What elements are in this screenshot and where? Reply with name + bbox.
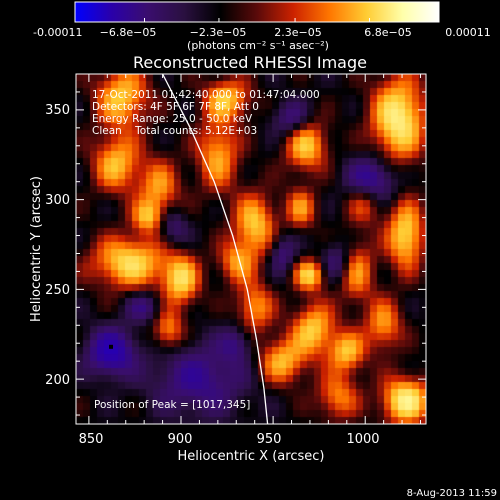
plot-area: 17-Oct-2011 01:42:40.000 to 01:47:04.000… xyxy=(75,73,427,425)
plot-frame xyxy=(75,73,427,425)
y-tick-label-200: 200 xyxy=(45,373,70,388)
colorbar-tick-label-4: 6.8e−05 xyxy=(364,26,411,39)
heatmap-image xyxy=(76,74,426,424)
colorbar-tick-label-3: 2.3e−05 xyxy=(274,26,321,39)
colorbar-gradient xyxy=(75,2,439,22)
colorbar-tick-label-2: −2.3e−05 xyxy=(190,26,247,39)
x-tick-label-850: 850 xyxy=(79,432,104,447)
solar-limb-curve xyxy=(162,73,269,425)
annotation-time-range: 17-Oct-2011 01:42:40.000 to 01:47:04.000 xyxy=(92,89,320,101)
colorbar-tick-label-0: -0.00011 xyxy=(33,26,82,39)
colorbar-units-label: (photons cm⁻² s⁻¹ asec⁻²) xyxy=(187,39,329,52)
y-tick-label-350: 350 xyxy=(45,103,70,118)
annotation-energy-range: Energy Range: 25.0 - 50.0 keV xyxy=(92,113,253,125)
annotation-peak-position: Position of Peak = [1017,345] xyxy=(94,399,250,411)
chart-title: Reconstructed RHESSI Image xyxy=(133,53,367,72)
x-tick-label-900: 900 xyxy=(168,432,193,447)
x-axis-label: Heliocentric X (arcsec) xyxy=(178,449,325,464)
y-tick-label-300: 300 xyxy=(45,193,70,208)
x-tick-label-950: 950 xyxy=(257,432,282,447)
x-tick-label-1000: 1000 xyxy=(346,432,379,447)
colorbar-ticks xyxy=(74,18,440,22)
colorbar-tick-label-1: −6.8e−05 xyxy=(100,26,157,39)
annotation-detectors: Detectors: 4F 5F 6F 7F 8F, Att 0 xyxy=(92,101,259,113)
y-axis-label: Heliocentric Y (arcsec) xyxy=(29,176,44,322)
heatmap-container xyxy=(76,74,426,424)
y-tick-label-250: 250 xyxy=(45,283,70,298)
footer-date: 8-Aug-2013 11:59 xyxy=(407,488,497,499)
axis-ticks xyxy=(76,73,426,424)
colorbar-tick-label-5: 0.00011 xyxy=(445,26,491,39)
colorbar: -0.00011 −6.8e−05 −2.3e−05 2.3e−05 6.8e−… xyxy=(33,1,491,52)
annotation-algorithm-counts: Clean Total counts: 5.12E+03 xyxy=(92,125,257,137)
peak-marker xyxy=(109,344,113,349)
colorbar-frame xyxy=(74,1,440,23)
